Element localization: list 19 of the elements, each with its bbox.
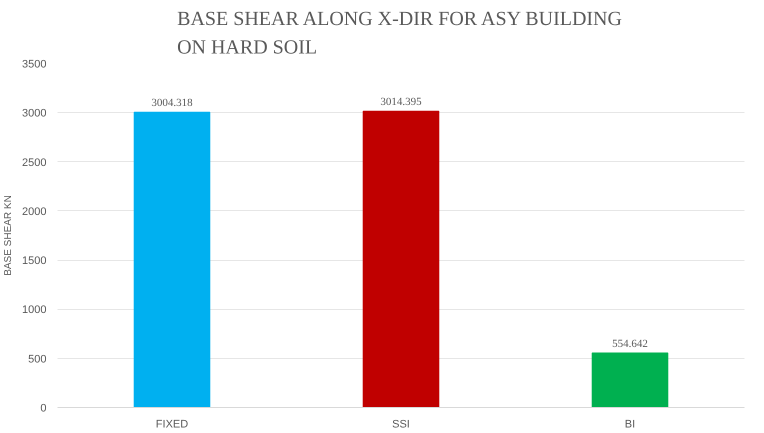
bar [592, 352, 668, 408]
y-tick-label: 2000 [22, 206, 47, 218]
y-tick-label: 3500 [22, 58, 47, 70]
y-tick-label: 2500 [22, 156, 47, 169]
bar [362, 110, 440, 408]
y-tick-label: 3000 [22, 108, 47, 120]
x-tick-label: SSI [392, 418, 410, 430]
bar [134, 112, 210, 408]
x-tick-label: FIXED [156, 418, 188, 430]
x-tick-label: BI [624, 418, 636, 430]
data-label: 554.642 [612, 338, 648, 350]
y-tick-label: 1500 [22, 255, 47, 268]
y-tick-label: 500 [28, 353, 47, 366]
data-label: 3014.395 [380, 96, 422, 108]
y-tick-label: 1000 [22, 304, 47, 316]
y-axis-title: BASE SHEAR KN [3, 195, 14, 276]
chart-title: BASE SHEAR ALONG X-DIR FOR ASY BUILDING ON HARD SOIL [177, 8, 622, 58]
data-label: 3004.318 [151, 97, 194, 110]
y-tick-label: 0 [40, 402, 47, 414]
